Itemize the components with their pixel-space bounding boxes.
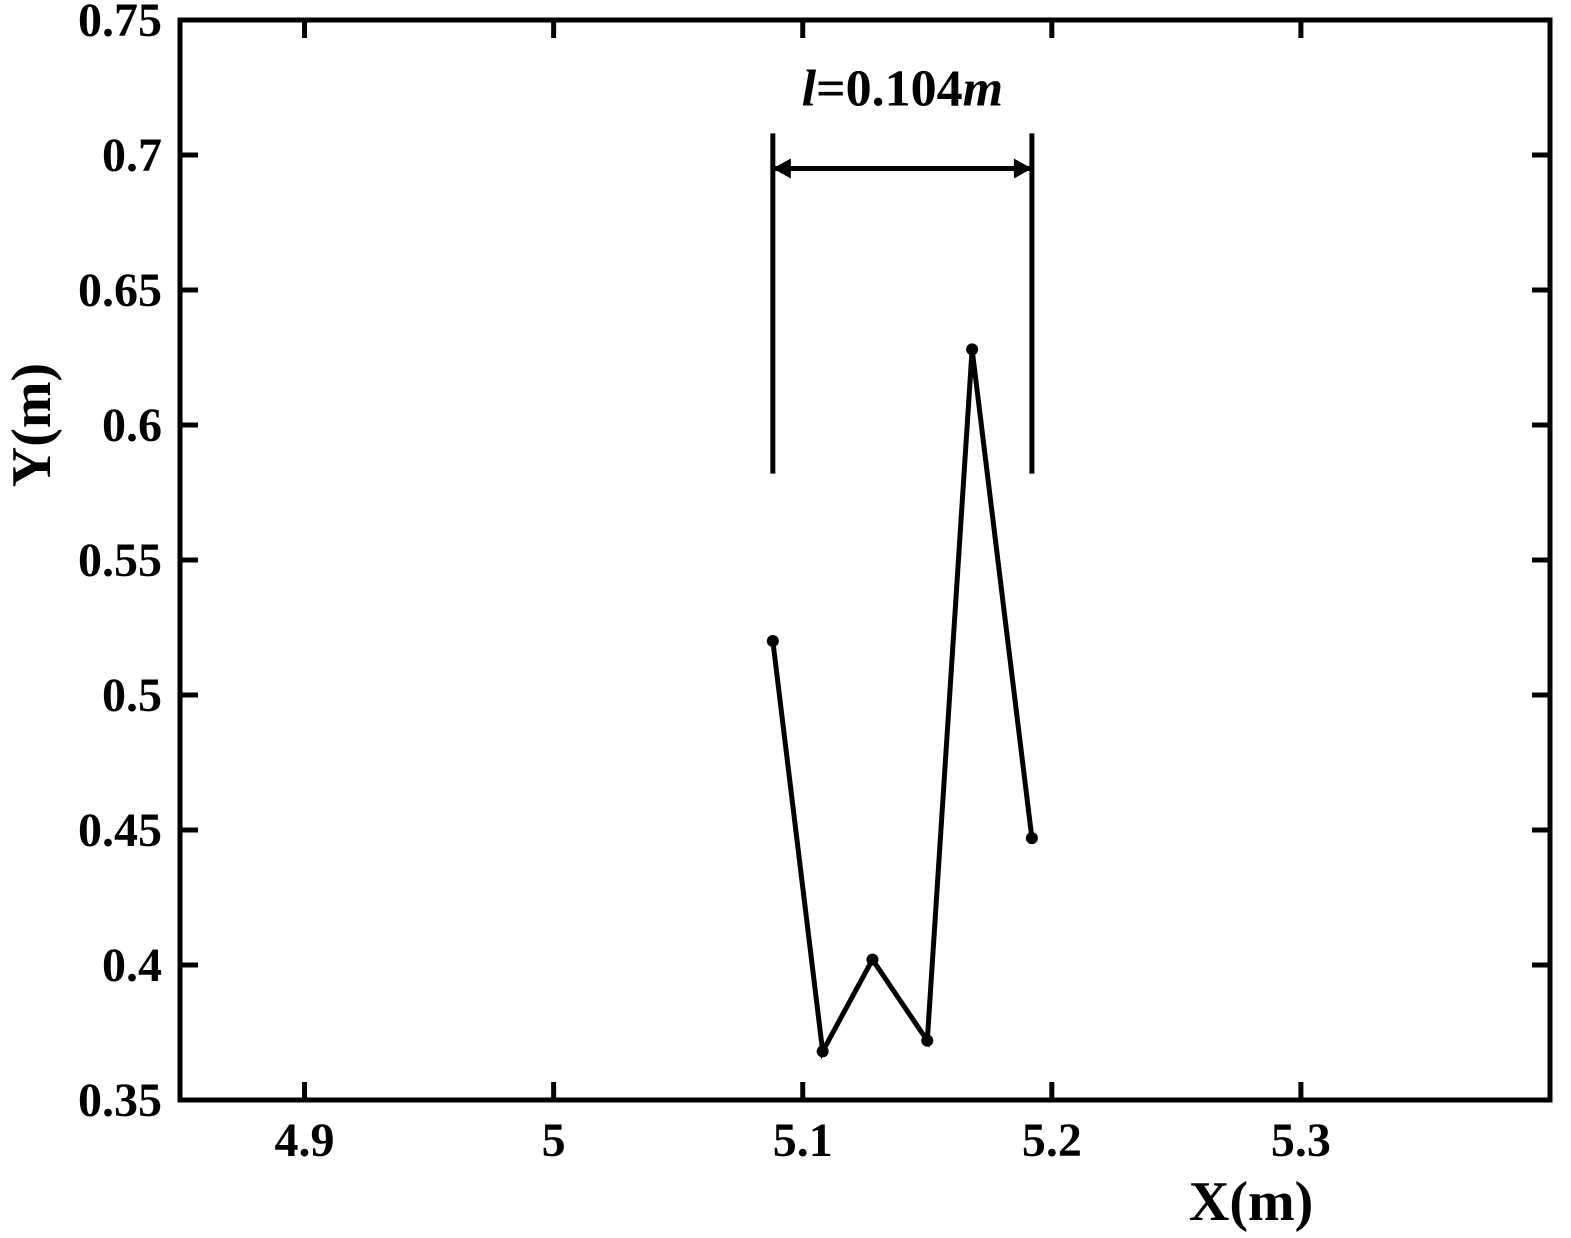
x-tick-label: 5.2	[1022, 1114, 1082, 1167]
y-tick-label: 0.55	[78, 534, 162, 587]
y-tick-label: 0.4	[102, 939, 162, 992]
y-tick-label: 0.65	[78, 264, 162, 317]
y-tick-label: 0.35	[78, 1074, 162, 1127]
data-marker	[866, 954, 878, 966]
y-tick-label: 0.75	[78, 0, 162, 47]
data-marker	[767, 635, 779, 647]
dimension-label: l=0.104m	[802, 61, 1004, 118]
x-tick-label: 5.3	[1271, 1114, 1331, 1167]
x-tick-label: 4.9	[275, 1114, 335, 1167]
data-marker	[817, 1045, 829, 1057]
x-axis-label: X(m)	[1189, 1171, 1313, 1233]
y-tick-label: 0.6	[102, 399, 162, 452]
x-tick-label: 5.1	[773, 1114, 833, 1167]
data-marker	[921, 1035, 933, 1047]
xy-line-chart: 4.9 5 5.1 5.2 5.3 0.35 0.4 0.45 0.5 0.55 0.6 0.65 0.…	[0, 0, 1571, 1238]
x-tick-label: 5	[542, 1114, 566, 1167]
chart-background	[0, 0, 1571, 1238]
y-tick-label: 0.5	[102, 669, 162, 722]
data-marker	[966, 343, 978, 355]
y-tick-label: 0.45	[78, 804, 162, 857]
data-marker	[1026, 832, 1038, 844]
y-tick-label: 0.7	[102, 129, 162, 182]
y-axis-label: Y(m)	[1, 363, 63, 487]
